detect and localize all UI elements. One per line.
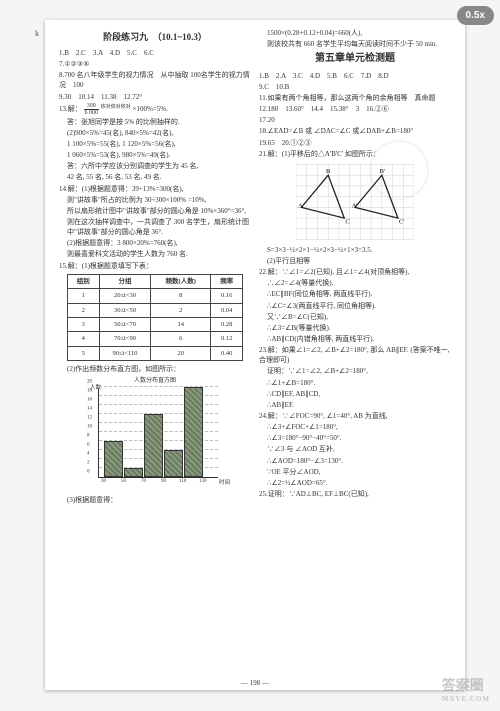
right-column: 1500×(0.28+0.12+0.04)=660(人), 则该校共有 660 … — [255, 28, 455, 684]
q13-after: ×100%=5%. — [133, 105, 168, 113]
q21-b: (2)平行且相等 — [259, 256, 451, 266]
q22-d: 又∵∠B=∠C(已知), — [259, 312, 451, 322]
q21-s: S=3×3−½×2×1−½×2×3−½×1×3=3.5. — [259, 245, 451, 255]
q22-a: ∴∠2=∠4(等量代换). — [259, 278, 451, 288]
watermark-main: 答案圈 — [442, 679, 484, 694]
q13-e: 答：六所中学应该分别调查的学生为 45 名, — [59, 161, 251, 171]
triangle-grid-diagram: A B C A' B' C' — [296, 162, 414, 242]
q15-c: (3)根据题意得： — [59, 495, 251, 505]
q23-head: 23.解：如果∠1=∠2, ∠B+∠2=180°, 那么 AB∥EF. (答案不… — [259, 345, 451, 365]
q25: 25.证明：∵AD⊥BC, EF⊥BC(已知), — [259, 489, 451, 499]
hist-plot: 0 2 4 6 8 10 12 14 16 18 20 — [98, 388, 218, 478]
table-row: 590≤t<110200.40 — [67, 346, 243, 360]
q23-c: ∴CD∥EF, AB∥CD, — [259, 389, 451, 399]
q19: 19.65 20.①②③ — [259, 138, 451, 148]
q8: 8.700 名八年级学生的视力情况 从中抽取 100名学生的视力情况 100 — [59, 70, 251, 90]
q24-d: ∴∠AOD=180°−∠3=130°. — [259, 456, 451, 466]
q9: 9.30 10.14 11.38 12.72° — [59, 92, 251, 102]
svg-text:C': C' — [399, 218, 404, 225]
cont-2: 则该校共有 660 名学生平均每天阅读时间不少于 50 min. — [259, 39, 451, 49]
q22-f: ∴AB∥CD(内错角相等, 两直线平行). — [259, 334, 451, 344]
q24-b: ∴∠3=180°−90°−40°=50°. — [259, 433, 451, 443]
q14-head: 14.解：(1)根据题意得：39÷13%=300(名), — [59, 184, 251, 194]
bar — [124, 468, 143, 477]
svg-text:B: B — [326, 168, 330, 175]
bar — [144, 414, 163, 477]
q23-b: ∴∠1+∠B=180°. — [259, 378, 451, 388]
q14-a: 则"讲故事"所占的比例为 30÷300×100% =10%, — [59, 195, 251, 205]
answer-line: 1.B 2.A 3.C 4.D 5.B 6.C 7.D 8.D — [259, 71, 451, 81]
page-number: — 198 — — [45, 678, 465, 688]
cont-1: 1500×(0.28+0.12+0.04)=660(人), — [259, 28, 451, 38]
q18: 18.∠EAD=∠B 或 ∠DAC=∠C 或∠DAB+∠B=180° — [259, 126, 451, 136]
bar — [184, 387, 203, 477]
frac-note: 依对依对依对 — [101, 105, 131, 110]
q24-e: ∵OE 平分∠AOD, — [259, 467, 451, 477]
section-title: 阶段练习九 （10.1~10.3） — [59, 31, 251, 44]
bar — [164, 450, 183, 477]
q13-f: 42 名, 55 名, 56 名, 53 名, 49 名. — [59, 172, 251, 182]
margin-mark: k — [35, 28, 39, 40]
table-row: 230≤t<5020.04 — [67, 303, 243, 317]
table-row: 470≤t<9060.12 — [67, 332, 243, 346]
svg-text:A: A — [298, 202, 303, 209]
q24-a: ∴∠3+∠FOC+∠1=180°, — [259, 422, 451, 432]
chapter-title: 第五章单元检测题 — [259, 52, 451, 67]
svg-text:C: C — [345, 218, 349, 225]
q13-c: 1 100×5%=55(名), 1 120×5%=56(名), — [59, 139, 251, 149]
q15-b: (2)作出频数分布直方图，如图所示： — [59, 364, 251, 374]
q14-b: 所以扇形统计图中"讲故事"部分的圆心角是 10%×360°=36°, — [59, 206, 251, 216]
q13-b: (2)900×5%=45(名), 840×5%=42(名), — [59, 128, 251, 138]
histogram: 人数分布直方图 人数 0 2 4 6 8 10 12 14 16 18 20 — [80, 377, 230, 492]
q23-d: ∴AB∥EF. — [259, 400, 451, 410]
q23-a: 证明：∵∠1=∠2, ∠B+∠2=180°, — [259, 366, 451, 376]
q7: 7.①②③④ — [59, 59, 251, 69]
th: 组别 — [67, 274, 99, 288]
q14-c: 则在这次抽样调查中，一共调查了 300 名学生，扇形统计图中"讲故事"部分的圆心… — [59, 217, 251, 237]
q13-a: 答：张旭同学是按 5% 的比例抽样的. — [59, 117, 251, 127]
table-row: 350≤t<70140.28 — [67, 317, 243, 331]
q12: 12.180 13.60° 14.4 15.38° 3 16.②⑥ — [259, 104, 451, 114]
q24-head: 24.解：∵∠FOC=90°, ∠1=40°, AB 为直线, — [259, 411, 451, 421]
th: 分组 — [99, 274, 150, 288]
q13: 13.解： 3006 000 依对依对依对 ×100%=5%. — [59, 103, 251, 116]
th: 频率 — [211, 274, 243, 288]
svg-text:B': B' — [380, 168, 385, 175]
x-axis-label: 时间 — [219, 480, 230, 488]
frequency-table: 组别 分组 频数(人数) 频率 120≤t<3080.16 230≤t<5020… — [67, 274, 244, 362]
left-column: 阶段练习九 （10.1~10.3） 1.B 2.C 3.A 4.D 5.C 6.… — [55, 28, 255, 684]
grid-svg: A B C A' B' C' — [296, 162, 414, 242]
q17: 17.20 — [259, 115, 451, 125]
watermark: 答案圈 MXYE.COM — [442, 675, 490, 703]
fraction: 3006 000 — [84, 103, 100, 116]
answer-line: 1.B 2.C 3.A 4.D 5.C 6.C — [59, 48, 251, 58]
q13-d: 1 060×5%=53(名), 980×5%=49(名). — [59, 150, 251, 160]
q14-e: 则最喜爱科文活动的学生人数为 760 名. — [59, 249, 251, 259]
q11: 11.如果有两个角相等，那么这两个角的余角相等 真命题 — [259, 93, 451, 103]
q13-head: 13.解： — [59, 105, 82, 113]
answer-line: 9.C 10.B — [259, 82, 451, 92]
q22-head: 22.解：∵∠1=∠2(已知), 且∠1=∠4(对顶角相等), — [259, 267, 451, 277]
q15-head: 15.解：(1)根据题意填写下表： — [59, 261, 251, 271]
bar — [104, 441, 123, 477]
q24-f: ∴∠2=½∠AOD=65°. — [259, 478, 451, 488]
page: k 阶段练习九 （10.1~10.3） 1.B 2.C 3.A 4.D 5.C … — [45, 20, 465, 690]
q22-b: ∴EC∥BF(同位角相等, 两直线平行). — [259, 289, 451, 299]
q14-d: (2)根据题意得：3 800×20%=760(名), — [59, 238, 251, 248]
q22-e: ∴∠3=∠B(等量代换). — [259, 323, 451, 333]
svg-text:A': A' — [352, 202, 358, 209]
zoom-badge: 0.5x — [457, 6, 494, 25]
watermark-sub: MXYE.COM — [442, 695, 490, 703]
q24-c: ∵∠3 与 ∠AOD 互补, — [259, 444, 451, 454]
table-header-row: 组别 分组 频数(人数) 频率 — [67, 274, 243, 288]
hist-title: 人数分布直方图 — [80, 377, 230, 386]
table-row: 120≤t<3080.16 — [67, 289, 243, 303]
th: 频数(人数) — [151, 274, 211, 288]
q22-c: ∴∠C=∠3(两直线平行, 同位角相等). — [259, 301, 451, 311]
